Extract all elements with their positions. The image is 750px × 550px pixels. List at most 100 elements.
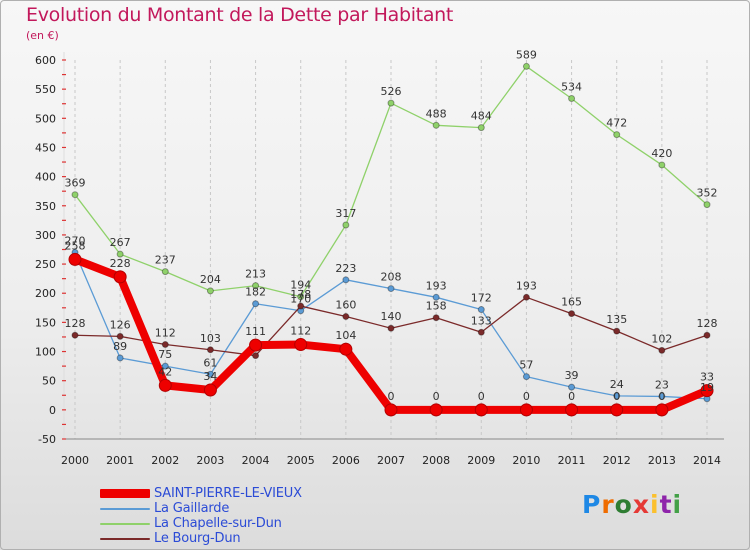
y-tick-label: -50 [38,433,56,446]
x-tick-label: 2003 [196,454,224,467]
data-label: 103 [200,332,221,345]
x-tick-label: 2010 [512,454,540,467]
data-label: 112 [155,327,176,340]
data-point [252,352,260,360]
data-label: 193 [426,279,447,292]
data-label: 228 [110,257,131,270]
legend-swatch [100,489,150,498]
data-label: 270 [65,234,86,247]
logo-letter: t [659,490,673,519]
data-label: 534 [561,80,582,93]
data-point [522,373,530,381]
y-tick-label: 50 [42,375,56,388]
data-label: 128 [65,317,86,330]
data-label: 0 [658,390,665,403]
data-point [432,121,440,129]
data-point [658,392,666,400]
x-tick-label: 2012 [603,454,631,467]
data-point [522,62,530,70]
legend-swatch [100,538,150,540]
data-label: 213 [245,268,266,281]
logo-letter: o [614,490,633,519]
y-tick-label: 550 [35,83,56,96]
x-tick-label: 2000 [61,454,89,467]
data-label: 42 [158,365,172,378]
logo-letter: x [632,490,650,519]
data-point [116,250,124,258]
y-tick-label: 150 [35,316,56,329]
legend-label: Le Bourg-Dun [154,531,241,546]
legend-swatch [100,523,150,525]
data-label: 172 [471,292,492,305]
data-label: 194 [290,279,311,292]
data-point [568,383,576,391]
y-tick-label: 450 [35,141,56,154]
data-point [342,313,350,321]
x-tick-label: 2008 [422,454,450,467]
x-tick-label: 2004 [242,454,270,467]
data-label: 75 [158,348,172,361]
data-label: 258 [65,239,86,252]
data-point [655,403,669,417]
data-label: 61 [203,356,217,369]
data-label: 126 [110,318,131,331]
data-label: 0 [478,390,485,403]
x-tick-label: 2002 [151,454,179,467]
data-point [474,403,488,417]
data-point [384,403,398,417]
data-point [387,285,395,293]
data-label: 182 [245,286,266,299]
data-point [477,124,485,132]
x-tick-label: 2014 [693,454,721,467]
y-tick-label: 0 [49,404,56,417]
data-label: 208 [381,271,402,284]
data-label: 133 [471,314,492,327]
proxiti-logo: Proxiti [582,490,682,519]
data-label: 223 [335,262,356,275]
legend-label: SAINT-PIERRE-LE-VIEUX [154,486,302,501]
data-point [161,362,169,370]
data-point [158,378,172,392]
data-point [522,293,530,301]
data-point [71,331,79,339]
data-label: 170 [290,293,311,306]
data-label: 0 [568,390,575,403]
data-point [252,282,260,290]
data-point [252,300,260,308]
data-label: 472 [606,117,627,130]
data-point [387,99,395,107]
data-label: 589 [516,48,537,61]
logo-letter: r [601,490,615,519]
y-tick-label: 600 [35,54,56,67]
data-point [68,252,82,266]
data-label: 526 [381,85,402,98]
y-tick-label: 350 [35,200,56,213]
data-label: 0 [433,390,440,403]
data-point [432,314,440,322]
data-label: 267 [110,236,131,249]
y-tick-label: 250 [35,258,56,271]
data-point [342,221,350,229]
data-point [477,306,485,314]
data-point [249,338,263,352]
data-label: 0 [523,390,530,403]
y-tick-label: 200 [35,287,56,300]
y-tick-label: 500 [35,112,56,125]
x-tick-label: 2007 [377,454,405,467]
data-label: 352 [697,187,718,200]
data-label: 24 [610,378,624,391]
legend-label: La Chapelle-sur-Dun [154,516,282,531]
data-label: 488 [426,107,447,120]
x-tick-label: 2001 [106,454,134,467]
data-point [610,403,624,417]
x-tick-label: 2011 [558,454,586,467]
logo-letter: i [672,490,683,519]
data-point [568,94,576,102]
data-point [568,310,576,318]
legend-swatch [100,508,150,510]
data-point [700,384,714,398]
data-label: 158 [426,300,447,313]
data-point [703,331,711,339]
data-point [116,354,124,362]
